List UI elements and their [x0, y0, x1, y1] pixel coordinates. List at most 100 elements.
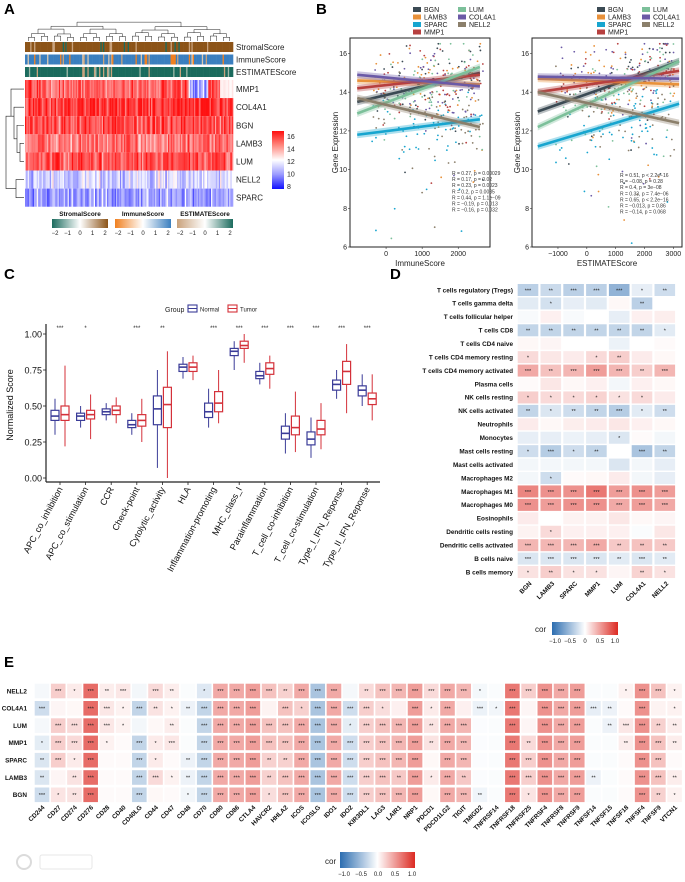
significance-mark: *** — [558, 689, 565, 695]
data-point-LUM — [383, 138, 386, 141]
heatmap-cell — [139, 80, 141, 99]
column-label: CD47 — [160, 804, 177, 821]
heatmap-cell — [183, 134, 186, 153]
heatmap-cell — [117, 170, 119, 189]
heatmap-cell — [200, 80, 203, 99]
significance-mark: *** — [461, 741, 468, 747]
heatmap-cell — [203, 116, 205, 135]
significance-mark: * — [106, 741, 109, 747]
data-point-LUM — [595, 165, 598, 168]
heatmap-cell — [78, 170, 80, 189]
heatmap-cell — [195, 116, 197, 135]
annotation-cell — [95, 54, 97, 65]
data-point-BGN — [590, 135, 593, 138]
annotation-cell — [125, 67, 127, 77]
legend-tick-label: −1 — [127, 231, 135, 237]
annotation-cell — [199, 67, 201, 77]
heatmap-cell — [608, 472, 630, 485]
heatmap-cell — [391, 752, 407, 768]
data-point-MMP1 — [673, 68, 675, 70]
heatmap-cell — [229, 701, 244, 716]
heatmap-cell — [177, 98, 179, 117]
heatmap-cell — [170, 116, 173, 135]
heatmap-cell — [87, 170, 89, 189]
heatmap-cell — [44, 116, 47, 135]
heatmap-cell — [88, 98, 91, 117]
heatmap-cell — [93, 98, 96, 117]
heatmap-cell — [87, 116, 89, 135]
row-label: COL4A1 — [2, 706, 28, 713]
heatmap-cell — [586, 378, 607, 391]
annotation-cell — [90, 42, 92, 52]
heatmap-cell — [67, 80, 70, 99]
data-point-BGN — [401, 103, 404, 106]
legend-tick-label: 2 — [166, 231, 170, 237]
heatmap-cell — [214, 134, 217, 153]
heatmap-cell — [168, 80, 170, 99]
data-point-BGN — [448, 62, 451, 65]
heatmap-cell — [177, 134, 179, 153]
data-point-LAMB3 — [377, 88, 380, 91]
heatmap-cell — [151, 170, 153, 189]
heatmap-cell — [310, 701, 326, 716]
significance-mark: ** — [640, 302, 645, 308]
data-point-SPARC — [405, 135, 408, 138]
heatmap-cell — [82, 134, 84, 153]
data-point-NELL2 — [635, 92, 638, 95]
annotation-cell — [86, 67, 88, 77]
annotation-cell — [77, 42, 79, 52]
heatmap-cell — [119, 188, 122, 207]
correlation-stat-LAMB3: R = −0.08, p = 0.28 — [620, 179, 663, 185]
heatmap-cell — [130, 80, 132, 99]
heatmap-cell — [216, 98, 218, 117]
data-point-COL4A1 — [642, 88, 645, 91]
significance-mark: *** — [266, 724, 273, 730]
significance-mark: ** — [624, 741, 629, 747]
expression-color-legend — [272, 131, 284, 189]
regression-line-NELL2 — [537, 90, 680, 125]
data-point-LUM — [646, 51, 649, 54]
annotation-cell — [82, 42, 84, 52]
heatmap-cell — [540, 378, 562, 391]
data-point-BGN — [405, 45, 408, 47]
heatmap-cell — [51, 152, 53, 171]
heatmap-cell — [226, 152, 229, 171]
significance-mark: *** — [233, 706, 240, 712]
heatmap-cell — [199, 188, 201, 207]
annotation-cell — [204, 67, 206, 77]
heatmap-cell — [391, 735, 407, 751]
heatmap-cell — [58, 80, 61, 99]
heatmap-cell — [602, 752, 617, 768]
data-point-SPARC — [631, 133, 634, 136]
heatmap-cell — [631, 378, 653, 391]
heatmap-cell — [152, 80, 154, 99]
legend-swatch-LUM — [458, 7, 466, 12]
significance-mark: *** — [558, 793, 565, 799]
annotation-cell — [131, 42, 134, 52]
heatmap-cell — [132, 188, 135, 207]
heatmap-cell — [58, 170, 61, 189]
data-point-SPARC — [641, 95, 644, 98]
heatmap-cell — [25, 188, 27, 207]
heatmap-cell — [25, 116, 27, 135]
data-point-LAMB3 — [420, 73, 423, 76]
heatmap-cell — [70, 152, 73, 171]
data-point-COL4A1 — [656, 49, 659, 51]
annotation-cell — [139, 67, 141, 77]
data-point-LUM — [574, 104, 577, 107]
significance-mark: *** — [396, 758, 403, 764]
heatmap-cell — [423, 752, 439, 768]
heatmap-cell — [122, 80, 125, 99]
heatmap-cell — [194, 98, 196, 117]
heatmap-cell — [152, 152, 154, 171]
heatmap-cell — [92, 170, 95, 189]
heatmap-cell — [90, 188, 92, 207]
data-point-BGN — [630, 149, 632, 151]
heatmap-cell — [170, 170, 173, 189]
heatmap-cell — [204, 98, 206, 117]
annotation-cell — [43, 67, 45, 77]
regression-line-COL4A1 — [357, 73, 481, 88]
data-point-SPARC — [630, 139, 633, 142]
heatmap-cell — [80, 188, 83, 207]
heatmap-cell — [540, 431, 562, 444]
